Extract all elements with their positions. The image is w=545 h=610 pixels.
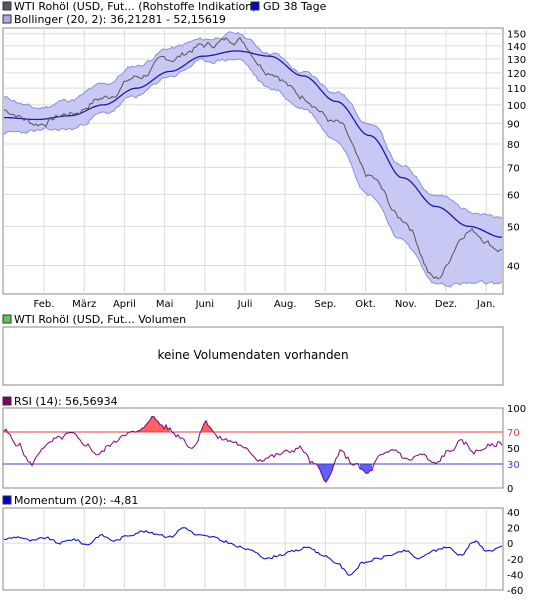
- price-y-tick-label: 40: [507, 262, 520, 273]
- volume-panel-frame: [2, 326, 504, 386]
- rsi-oversold-fill: [360, 464, 372, 474]
- legend-momentum-swatch: [2, 495, 12, 505]
- legend-ma-label: GD 38 Tage: [263, 0, 327, 13]
- bollinger-upper-line: [3, 31, 503, 219]
- legend-price-label: WTI Rohöl (USD, Fut... (Rohstoffe Indika…: [14, 0, 257, 13]
- momentum-y-tick-label: -20: [507, 555, 523, 566]
- momentum-panel: -60 -40 -20 0 20 40: [2, 507, 523, 597]
- momentum-panel-frame: [2, 507, 504, 591]
- bollinger-lower-line: [3, 57, 503, 288]
- rsi-oversold-fill: [318, 464, 334, 483]
- rsi-y-tick-label: 100: [507, 404, 526, 415]
- price-x-tick-label: Aug.: [274, 299, 297, 310]
- legend-bollinger-label: Bollinger (20, 2): 36,21281 - 52,15619: [14, 13, 226, 26]
- price-y-tick-label: 150: [507, 30, 526, 41]
- rsi-line: [3, 415, 503, 483]
- price-x-tick-label: März: [72, 299, 96, 310]
- price-x-tick-label: Jan.: [476, 299, 496, 310]
- rsi-overbought-fill: [138, 416, 170, 432]
- momentum-y-tick-label: 40: [507, 508, 520, 519]
- rsi-panel-frame: [2, 407, 504, 489]
- price-y-tick-label: 90: [507, 119, 520, 130]
- rsi-panel: 0 30 50 70 100: [2, 404, 526, 495]
- price-x-tick-label: Mai: [156, 299, 174, 310]
- price-y-tick-label: 80: [507, 140, 520, 151]
- legend-bollinger-swatch: [2, 14, 12, 24]
- price-x-tick-label: Juni: [195, 299, 214, 310]
- price-x-tick-label: Feb.: [34, 299, 55, 310]
- price-y-tick-label: 110: [507, 84, 526, 95]
- momentum-grid: [3, 508, 503, 590]
- price-x-tick-label: Okt.: [355, 299, 376, 310]
- price-line: [3, 36, 503, 280]
- price-y-tick-label: 120: [507, 69, 526, 80]
- price-x-axis: Feb. März April Mai Juni Juli Aug. Sep. Okt. Nov.…: [34, 299, 496, 310]
- rsi-y-tick-label: 0: [507, 484, 513, 495]
- price-y-tick-label: 60: [507, 190, 520, 201]
- price-x-tick-label: Nov.: [395, 299, 417, 310]
- legend-volume-label: WTI Rohöl (USD, Fut... Volumen: [14, 313, 186, 326]
- momentum-y-axis: -60 -40 -20 0 20 40: [507, 508, 523, 597]
- price-y-tick-label: 100: [507, 101, 526, 112]
- price-y-tick-label: 130: [507, 55, 526, 66]
- price-y-tick-label: 50: [507, 222, 520, 233]
- momentum-y-tick-label: 20: [507, 524, 520, 535]
- rsi-y-tick-label: 50: [507, 444, 520, 455]
- rsi-y-axis: 0 30 50 70 100: [507, 404, 526, 495]
- rsi-y-tick-label: 70: [507, 428, 520, 439]
- price-y-tick-label: 140: [507, 42, 526, 53]
- price-y-tick-label: 70: [507, 163, 520, 174]
- momentum-y-tick-label: -60: [507, 586, 523, 597]
- price-x-tick-label: Juli: [237, 299, 253, 310]
- price-x-tick-label: April: [113, 299, 136, 310]
- rsi-y-tick-label: 30: [507, 460, 520, 471]
- price-x-tick-label: Dez.: [435, 299, 457, 310]
- no-volume-message: keine Volumendaten vorhanden: [157, 348, 348, 362]
- price-x-tick-label: Sep.: [314, 299, 336, 310]
- legend-momentum-label: Momentum (20): -4,81: [14, 494, 138, 507]
- legend-rsi-label: RSI (14): 56,56934: [14, 395, 118, 408]
- legend-price-swatch: [2, 1, 12, 11]
- momentum-y-tick-label: -40: [507, 570, 523, 581]
- momentum-line: [3, 527, 503, 576]
- legend-volume-swatch: [2, 314, 12, 324]
- legend-ma-swatch: [250, 1, 260, 11]
- legend-rsi-swatch: [2, 396, 12, 406]
- moving-average-line: [4, 50, 503, 238]
- momentum-y-tick-label: 0: [507, 539, 513, 550]
- bollinger-band: [4, 31, 502, 288]
